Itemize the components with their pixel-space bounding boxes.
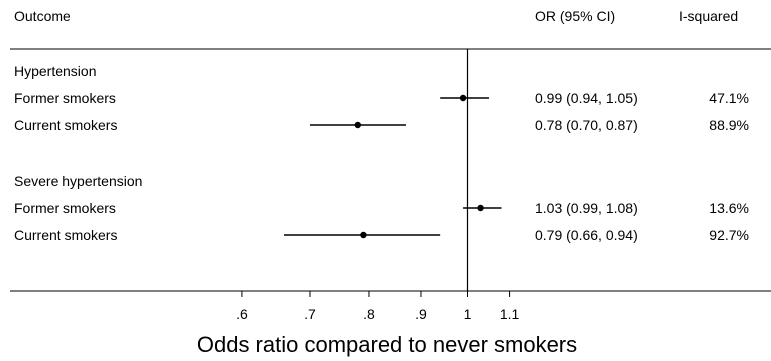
i-squared-value: 47.1%: [709, 90, 749, 106]
x-tick-label: 1.1: [500, 306, 520, 322]
header-or-ci: OR (95% CI): [535, 8, 615, 24]
x-tick-label: .7: [304, 306, 316, 322]
header-outcome: Outcome: [14, 8, 71, 24]
or-ci-value: 0.78 (0.70, 0.87): [535, 117, 638, 133]
group-label: Severe hypertension: [14, 173, 142, 189]
or-ci-value: 0.99 (0.94, 1.05): [535, 90, 638, 106]
x-tick-label: .9: [415, 306, 427, 322]
x-tick-label: 1: [464, 306, 472, 322]
i-squared-value: 92.7%: [709, 227, 749, 243]
i-squared-value: 88.9%: [709, 117, 749, 133]
x-axis-label: Odds ratio compared to never smokers: [197, 332, 577, 357]
header-i-squared: I-squared: [679, 8, 738, 24]
row-label: Former smokers: [14, 200, 116, 216]
or-ci-value: 1.03 (0.99, 1.08): [535, 200, 638, 216]
group-label: Hypertension: [14, 63, 97, 79]
point-estimate: [360, 231, 367, 239]
x-tick-label: .6: [236, 306, 248, 322]
point-estimate: [477, 204, 484, 212]
or-ci-value: 0.79 (0.66, 0.94): [535, 227, 638, 243]
row-label: Former smokers: [14, 90, 116, 106]
row-label: Current smokers: [14, 227, 117, 243]
i-squared-value: 13.6%: [709, 200, 749, 216]
rows-layer: Hypertension Former smokers 0.99 (0.94, 1.…: [14, 49, 749, 291]
point-estimate: [459, 94, 467, 102]
row-label: Current smokers: [14, 117, 117, 133]
point-estimate: [354, 121, 361, 129]
x-axis: .6 .7 .8 .9 1 1.1: [236, 291, 520, 322]
x-tick-label: .8: [363, 306, 375, 322]
